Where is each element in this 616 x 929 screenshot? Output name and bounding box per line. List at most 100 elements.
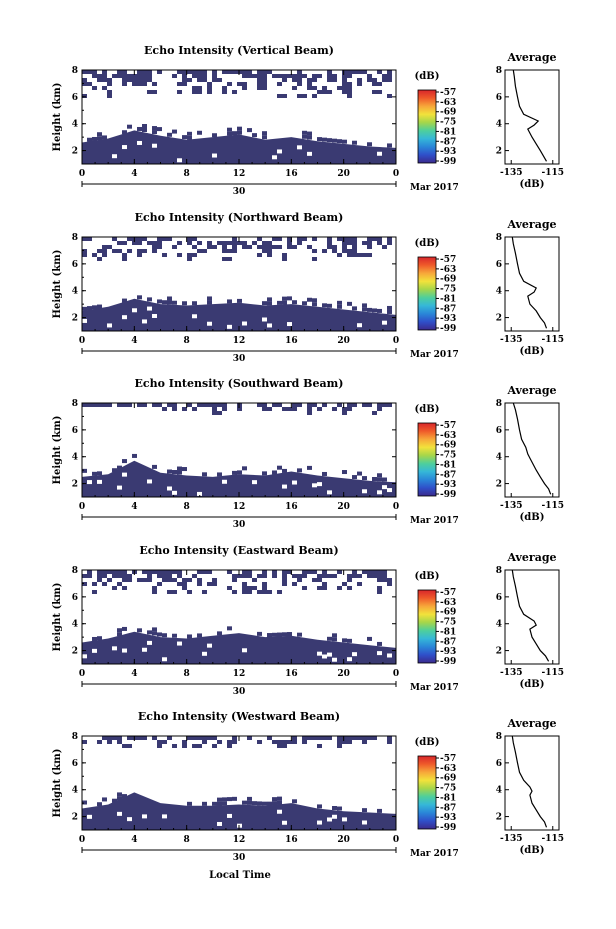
upper-echo-cell	[172, 590, 177, 594]
upper-echo-cell	[167, 578, 172, 582]
colorbar-tick-label: -75	[440, 618, 456, 628]
upper-echo-cell	[162, 253, 167, 257]
colorbar	[417, 755, 437, 830]
y-tick-label: 8	[72, 399, 78, 409]
upper-echo-cell	[127, 744, 132, 748]
upper-echo-cell	[212, 70, 217, 74]
profile-y-tick-label: 6	[496, 593, 502, 603]
upper-echo-cell	[312, 74, 317, 78]
panel-title: Echo Intensity (Vertical Beam)	[144, 44, 334, 57]
upper-echo-cell	[202, 570, 207, 574]
date-tick-label: 30	[233, 853, 246, 863]
upper-echo-cell	[327, 78, 332, 82]
upper-echo-cell	[277, 590, 282, 594]
upper-echo-cell	[112, 586, 117, 590]
upper-echo-cell	[272, 740, 277, 744]
fringe-echo-cell	[147, 297, 152, 302]
upper-echo-cell	[232, 245, 237, 249]
upper-echo-cell	[207, 582, 212, 586]
upper-echo-cell	[267, 253, 272, 257]
upper-echo-cell	[262, 582, 267, 586]
upper-echo-cell	[357, 253, 362, 257]
profile-y-tick-label: 2	[496, 147, 502, 157]
upper-echo-cell	[197, 403, 202, 407]
upper-echo-cell	[377, 578, 382, 582]
colorbar-tick-label: -81	[440, 627, 456, 637]
fringe-echo-cell	[362, 476, 367, 481]
profile-y-tick-label: 8	[496, 732, 502, 742]
profile-y-tick-label: 8	[496, 399, 502, 409]
upper-echo-cell	[152, 82, 157, 86]
upper-echo-cell	[102, 582, 107, 586]
upper-echo-cell	[207, 245, 212, 249]
upper-echo-cell	[382, 570, 387, 574]
fringe-echo-cell	[232, 131, 237, 136]
upper-echo-cell	[292, 245, 297, 249]
upper-echo-cell	[382, 74, 387, 78]
upper-echo-cell	[362, 740, 367, 744]
fringe-echo-cell	[187, 801, 192, 806]
fringe-echo-cell	[317, 804, 322, 809]
fringe-echo-cell	[207, 296, 212, 301]
upper-echo-cell	[342, 90, 347, 94]
upper-echo-cell	[387, 403, 392, 407]
upper-echo-cell	[257, 74, 262, 78]
upper-echo-cell	[217, 740, 222, 744]
colorbar-tick-label: -63	[440, 598, 456, 608]
upper-echo-cell	[282, 74, 287, 78]
upper-echo-cell	[127, 578, 132, 582]
gap-cell	[377, 490, 382, 495]
upper-echo-cell	[232, 90, 237, 94]
upper-echo-cell	[82, 740, 87, 744]
fringe-echo-cell	[362, 808, 367, 813]
gap-cell	[97, 479, 102, 484]
upper-echo-cell	[197, 570, 202, 574]
upper-echo-cell	[302, 237, 307, 241]
x-tick-label: 0	[393, 502, 399, 512]
bottom-x-axis-label: Local Time	[209, 870, 271, 881]
x-tick-label: 0	[79, 835, 85, 845]
upper-echo-cell	[287, 740, 292, 744]
fringe-echo-cell	[167, 296, 172, 301]
upper-echo-cell	[107, 94, 112, 98]
upper-echo-cell	[367, 570, 372, 574]
upper-echo-cell	[267, 241, 272, 245]
date-label: Mar 2017	[410, 683, 459, 693]
x-tick-label: 8	[184, 669, 190, 679]
fringe-echo-cell	[227, 127, 232, 132]
upper-echo-cell	[167, 403, 172, 407]
fringe-echo-cell	[82, 800, 87, 805]
gap-cell	[172, 490, 177, 495]
colorbar-tick-label: -99	[440, 657, 456, 667]
fringe-echo-cell	[152, 130, 157, 135]
upper-echo-cell	[122, 82, 127, 86]
profile-frame	[504, 236, 560, 332]
profile-x-tick-label: -135	[500, 168, 523, 178]
upper-echo-cell	[157, 245, 162, 249]
upper-echo-cell	[92, 403, 97, 407]
profile-frame	[504, 402, 560, 498]
gap-cell	[327, 652, 332, 657]
fringe-echo-cell	[377, 473, 382, 478]
upper-echo-cell	[277, 403, 282, 407]
profile-frame	[504, 69, 560, 165]
upper-echo-cell	[262, 586, 267, 590]
upper-echo-cell	[227, 249, 232, 253]
upper-echo-cell	[307, 86, 312, 90]
fringe-echo-cell	[92, 471, 97, 476]
upper-echo-cell	[197, 90, 202, 94]
upper-echo-cell	[322, 586, 327, 590]
upper-echo-cell	[207, 82, 212, 86]
fringe-echo-cell	[307, 131, 312, 136]
colorbar-tick-label: -69	[440, 441, 456, 451]
upper-echo-cell	[187, 78, 192, 82]
upper-echo-cell	[347, 403, 352, 407]
upper-echo-cell	[172, 245, 177, 249]
upper-echo-cell	[307, 82, 312, 86]
upper-echo-cell	[82, 574, 87, 578]
gap-cell	[382, 320, 387, 325]
upper-echo-cell	[152, 249, 157, 253]
upper-echo-cell	[262, 590, 267, 594]
colorbar-tick-label: -63	[440, 265, 456, 275]
upper-echo-cell	[327, 574, 332, 578]
